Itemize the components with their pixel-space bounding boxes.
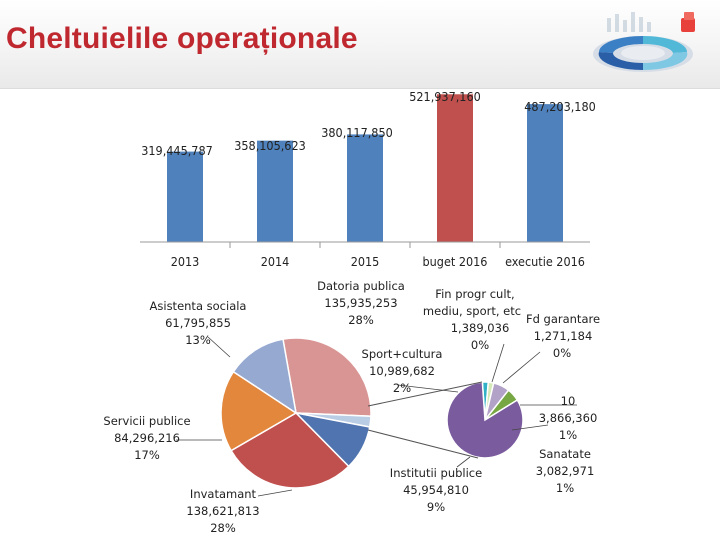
- detail-label-10: 3,866,360: [539, 411, 598, 425]
- x-tick-label: 2013: [171, 254, 200, 269]
- leader-line: [511, 424, 549, 431]
- slice-label-invatamant: Invatamant: [190, 487, 257, 501]
- detail-label-sanatate: 1%: [556, 481, 574, 495]
- slice-label-asistenta-sociala: 61,795,855: [165, 316, 231, 330]
- bar-2013: [167, 151, 203, 242]
- detail-label-fin-progr-line2: mediu, sport, etc: [423, 304, 521, 318]
- detail-label-fd-garantare: Fd garantare: [526, 312, 600, 326]
- leader-line: [502, 351, 541, 384]
- leader-line: [456, 456, 471, 468]
- detail-label-10: 1%: [559, 428, 577, 442]
- x-tick-label: executie 2016: [505, 254, 585, 269]
- connector-line-top: [367, 381, 483, 407]
- leader-line: [491, 343, 505, 383]
- slice-label-invatamant: 138,621,813: [186, 504, 259, 518]
- detail-label-sanatate: 3,082,971: [536, 464, 595, 478]
- x-tick-label: 2014: [261, 254, 290, 269]
- leader-line: [207, 336, 231, 358]
- detail-label-fd-garantare-pct: 0%: [553, 346, 571, 360]
- slice-label-datoria-publica: 135,935,253: [324, 296, 397, 310]
- detail-label-sanatate: Sanatate: [539, 447, 591, 461]
- bar-2015: [347, 134, 383, 242]
- slice-label-institutii-publice: Institutii publice: [390, 466, 482, 480]
- slice-label-datoria-publica: Datoria publica: [317, 279, 405, 293]
- slice-label-sport-cultura: 10,989,682: [369, 364, 435, 378]
- leader-line: [257, 489, 293, 497]
- detail-label-fd-garantare: 1,271,184: [534, 329, 593, 343]
- colorful-ring-logo-icon: [593, 12, 695, 72]
- pie-slice-datoria-publica: [282, 337, 372, 418]
- bar-chart: 319,445,787 2013 358,105,623 2014 380,117,85…: [140, 89, 596, 269]
- bar-value-label: 487,203,180: [524, 99, 596, 114]
- page-title: Cheltuielile operaționale: [6, 22, 358, 55]
- slice-label-institutii-publice: 45,954,810: [403, 483, 469, 497]
- bar-value-label: 380,117,850: [321, 125, 393, 140]
- bar-value-label: 358,105,623: [234, 138, 306, 153]
- x-tick-label: buget 2016: [423, 254, 488, 269]
- bar-executie-2016: [527, 104, 563, 242]
- detail-label-fin-progr-value: 1,389,036: [451, 321, 510, 335]
- detail-label-10: 10: [561, 394, 576, 408]
- detail-label-fin-progr-line1: Fin progr cult,: [435, 287, 514, 301]
- pie-slice-asistenta-sociala: [232, 338, 298, 415]
- connector-line-bottom: [367, 429, 479, 459]
- pie-slice-invatamant: [230, 412, 350, 489]
- detail-label-fin-progr-pct: 0%: [471, 338, 489, 352]
- slice-label-servicii-publice: Servicii publice: [103, 414, 190, 428]
- slice-label-sport-cultura: Sport+cultura: [362, 347, 443, 361]
- pie-layer: Datoria publica 135,935,253 28% Asistenta s…: [103, 279, 600, 535]
- bar-buget-2016: [437, 94, 473, 242]
- slice-label-sport-cultura: 2%: [393, 381, 411, 395]
- leader-line: [397, 384, 459, 393]
- slice-label-servicii-publice: 17%: [134, 448, 160, 462]
- slice-label-institutii-publice: 9%: [427, 500, 445, 514]
- slice-label-datoria-publica: 28%: [348, 313, 374, 327]
- slice-label-asistenta-sociala: Asistenta sociala: [150, 299, 247, 313]
- bar-2014: [257, 140, 293, 242]
- bar-value-label: 521,937,160: [409, 89, 481, 104]
- slice-label-servicii-publice: 84,296,216: [114, 431, 180, 445]
- header-band: Cheltuielile operaționale: [0, 0, 720, 89]
- slice-label-asistenta-sociala: 13%: [185, 333, 211, 347]
- pie-slice-servicii-publice: [220, 370, 298, 452]
- bar-layer: 319,445,787 2013 358,105,623 2014 380,117,85…: [141, 89, 596, 269]
- slice-label-invatamant: 28%: [210, 521, 236, 535]
- bar-value-label: 319,445,787: [141, 143, 213, 158]
- detail-slice-4: [446, 381, 524, 459]
- x-tick-label: 2015: [351, 254, 380, 269]
